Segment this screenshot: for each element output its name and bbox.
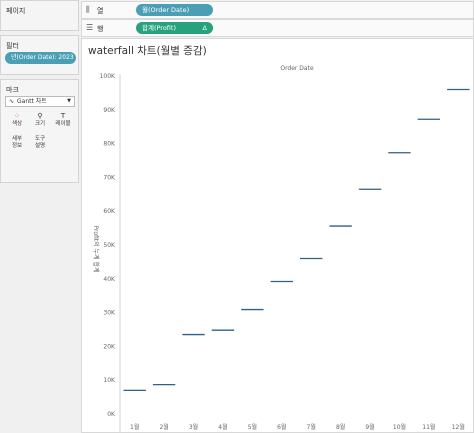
rows-shelf[interactable]: ☰ 행 합계(Profit) Δ xyxy=(81,19,474,37)
y-tick-label: 90K xyxy=(103,107,116,114)
x-tick-label: 10월 xyxy=(393,423,406,431)
filter-pill-order-date-year[interactable]: 년(Order Date): 2023 xyxy=(5,52,76,64)
label-label: 레이블 xyxy=(55,121,71,127)
filters-card: 필터 년(Order Date): 2023 xyxy=(0,35,79,75)
columns-shelf[interactable]: ⫼ 열 월(Order Date) xyxy=(81,1,474,19)
mark-type-dropdown[interactable]: ∿ Gantt 차트 ▼ xyxy=(5,96,75,107)
rows-shelf-label: 행 xyxy=(97,25,104,33)
color-dots-icon: ⁘ xyxy=(14,112,20,120)
columns-shelf-label: 열 xyxy=(97,7,104,15)
y-tick-label: 60K xyxy=(103,208,116,215)
label-t-icon: T xyxy=(60,112,66,120)
y-tick-label: 0K xyxy=(107,411,116,418)
y-tick-label: 100K xyxy=(100,73,116,80)
column-header: Order Date xyxy=(280,65,314,72)
columns-pill-month[interactable]: 월(Order Date) xyxy=(136,4,213,16)
size-icon: ⚲ xyxy=(37,112,43,120)
detail-label: 세부 정보 xyxy=(11,136,23,149)
x-tick-label: 2월 xyxy=(159,423,168,431)
x-tick-label: 7월 xyxy=(307,423,316,431)
x-tick-label: 6월 xyxy=(277,423,286,431)
chevron-down-icon: ▼ xyxy=(67,98,71,104)
viz-area: waterfall 차트(월별 증감) Order Date Profit의 누… xyxy=(81,38,474,433)
x-tick-label: 5월 xyxy=(248,423,257,431)
y-tick-label: 80K xyxy=(103,141,116,148)
y-tick-label: 30K xyxy=(103,310,116,317)
size-button[interactable]: ⚲ 크기 xyxy=(30,112,50,132)
size-label: 크기 xyxy=(34,121,46,127)
pages-title: 페이지 xyxy=(6,7,26,15)
mark-type-label: Gantt 차트 xyxy=(17,98,47,105)
y-tick-label: 50K xyxy=(103,242,116,249)
y-tick-label: 10K xyxy=(103,377,116,384)
detail-button[interactable]: 세부 정보 xyxy=(7,136,27,156)
gantt-icon: ∿ xyxy=(9,98,15,105)
y-tick-label: 70K xyxy=(103,174,116,181)
waterfall-chart: Order Date Profit의 누계 합계 0K 10K 20K 30K 40K 5… xyxy=(92,65,470,432)
delta-icon: Δ xyxy=(202,24,207,32)
tooltip-button[interactable]: 도구 설명 xyxy=(30,136,50,156)
x-tick-label: 12월 xyxy=(452,423,465,431)
color-button[interactable]: ⁘ 색상 xyxy=(7,112,27,132)
rows-pill-label: 합계(Profit) xyxy=(142,24,176,32)
x-tick-label: 8월 xyxy=(336,423,345,431)
columns-icon: ⫼ xyxy=(86,5,90,14)
x-tick-label: 3월 xyxy=(189,423,198,431)
tooltip-label: 도구 설명 xyxy=(34,136,46,149)
x-tick-label: 11월 xyxy=(422,423,435,431)
label-button[interactable]: T 레이블 xyxy=(53,112,73,132)
rows-pill-profit[interactable]: 합계(Profit) Δ xyxy=(136,22,213,34)
y-tick-label: 40K xyxy=(103,276,116,283)
pages-card: 페이지 xyxy=(0,0,79,31)
marks-card: 마크 ∿ Gantt 차트 ▼ ⁘ 색상 ⚲ 크기 T 레이블 세부 정보 도구… xyxy=(0,79,79,183)
x-tick-label: 1월 xyxy=(130,423,139,431)
marks-title: 마크 xyxy=(6,86,19,94)
y-tick-label: 20K xyxy=(103,343,116,350)
x-tick-label: 9월 xyxy=(365,423,374,431)
filters-title: 필터 xyxy=(6,42,19,50)
rows-icon: ☰ xyxy=(86,23,94,32)
x-tick-label: 4월 xyxy=(218,423,227,431)
viz-title: waterfall 차트(월별 증감) xyxy=(88,45,207,57)
color-label: 색상 xyxy=(11,121,23,127)
y-axis-title: Profit의 누계 합계 xyxy=(92,225,100,272)
